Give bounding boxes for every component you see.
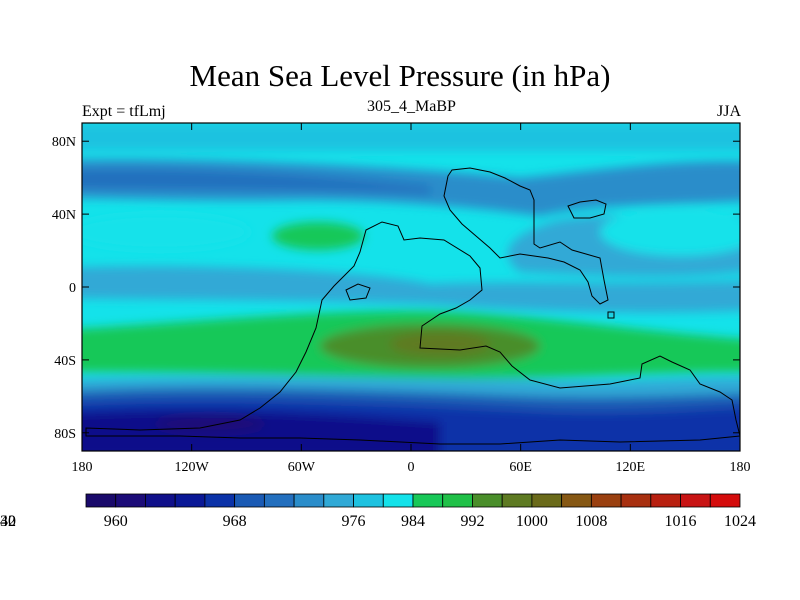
colorbar: 960 968 976 984 992 1000 1008 1016 1024 10321040 [0, 493, 756, 530]
colorbar-box [382, 493, 414, 508]
colorbar-label: 968 [223, 513, 247, 530]
northern-low-core [82, 169, 430, 194]
y-tick-label: 40S [54, 354, 76, 369]
colorbar-label: 992 [460, 513, 484, 530]
colorbar-box [234, 493, 265, 508]
colorbar-box [115, 493, 146, 508]
colorbar-box [263, 493, 295, 508]
colorbar-label: 976 [342, 513, 366, 530]
x-tick-label: 180 [730, 460, 751, 475]
northern-continent-outline [443, 167, 609, 305]
x-tick-label: 180 [72, 460, 93, 475]
chart-title: Mean Sea Level Pressure (in hPa) [189, 58, 611, 93]
subtropical-high-max [390, 332, 490, 356]
colorbar-box [620, 493, 652, 508]
colorbar-box [174, 493, 206, 508]
x-tick-label: 120E [616, 460, 646, 475]
y-tick-label: 40N [52, 208, 76, 223]
y-tick-label: 0 [69, 281, 76, 296]
x-tick-label: 60W [288, 460, 316, 475]
y-tick-label: 80S [54, 427, 76, 442]
colorbar-box [145, 493, 176, 508]
colorbar-box [353, 493, 384, 508]
equatorial-trough [82, 266, 740, 313]
colorbar-label: 984 [401, 513, 425, 530]
pressure-field [82, 123, 740, 451]
colorbar-box [323, 493, 354, 508]
small-island-outline [607, 311, 615, 319]
time-period-label: 305_4_MaBP [367, 98, 456, 115]
season-label: JJA [716, 103, 741, 120]
y-tick-label: 80N [52, 135, 76, 150]
north-hemisphere-east-high [600, 208, 740, 256]
colorbar-label: 1000 [516, 513, 548, 530]
axis-ticks: 180 120W 60W 0 60E 120E 180 80N 40N 0 40S 80S [52, 123, 751, 475]
colorbar-label: 1016 [665, 513, 697, 530]
northeast-island-outline [567, 199, 607, 219]
colorbar-box [531, 493, 563, 508]
colorbar-box [590, 493, 622, 508]
continent-outlines [85, 167, 740, 445]
x-tick-label: 60E [509, 460, 532, 475]
deepest-southern-low [155, 415, 265, 433]
x-tick-label: 120W [175, 460, 210, 475]
arctic-band [82, 123, 740, 151]
colorbar-label: 960 [104, 513, 128, 530]
colorbar-box [561, 493, 592, 508]
colorbar-box [293, 493, 325, 508]
colorbar-box [709, 493, 741, 508]
colorbar-box [412, 493, 444, 508]
equatorial-island-outline [345, 283, 371, 301]
gondwana-outline [85, 221, 740, 445]
colorbar-box [85, 493, 117, 508]
colorbar-label: 1032 [0, 513, 16, 530]
colorbar-box [472, 493, 503, 508]
colorbar-box [442, 493, 473, 508]
x-tick-label: 0 [408, 460, 415, 475]
colorbar-box [650, 493, 681, 508]
colorbar-label: 1040 [0, 513, 16, 530]
experiment-label: Expt = tfLmj [82, 103, 166, 120]
colorbar-label: 1008 [575, 513, 607, 530]
north-atlantic-high [272, 222, 364, 250]
colorbar-label: 1024 [724, 513, 756, 530]
north-pacific-high [82, 214, 250, 250]
colorbar-box [680, 493, 711, 508]
colorbar-box [204, 493, 236, 508]
colorbar-box [501, 493, 533, 508]
